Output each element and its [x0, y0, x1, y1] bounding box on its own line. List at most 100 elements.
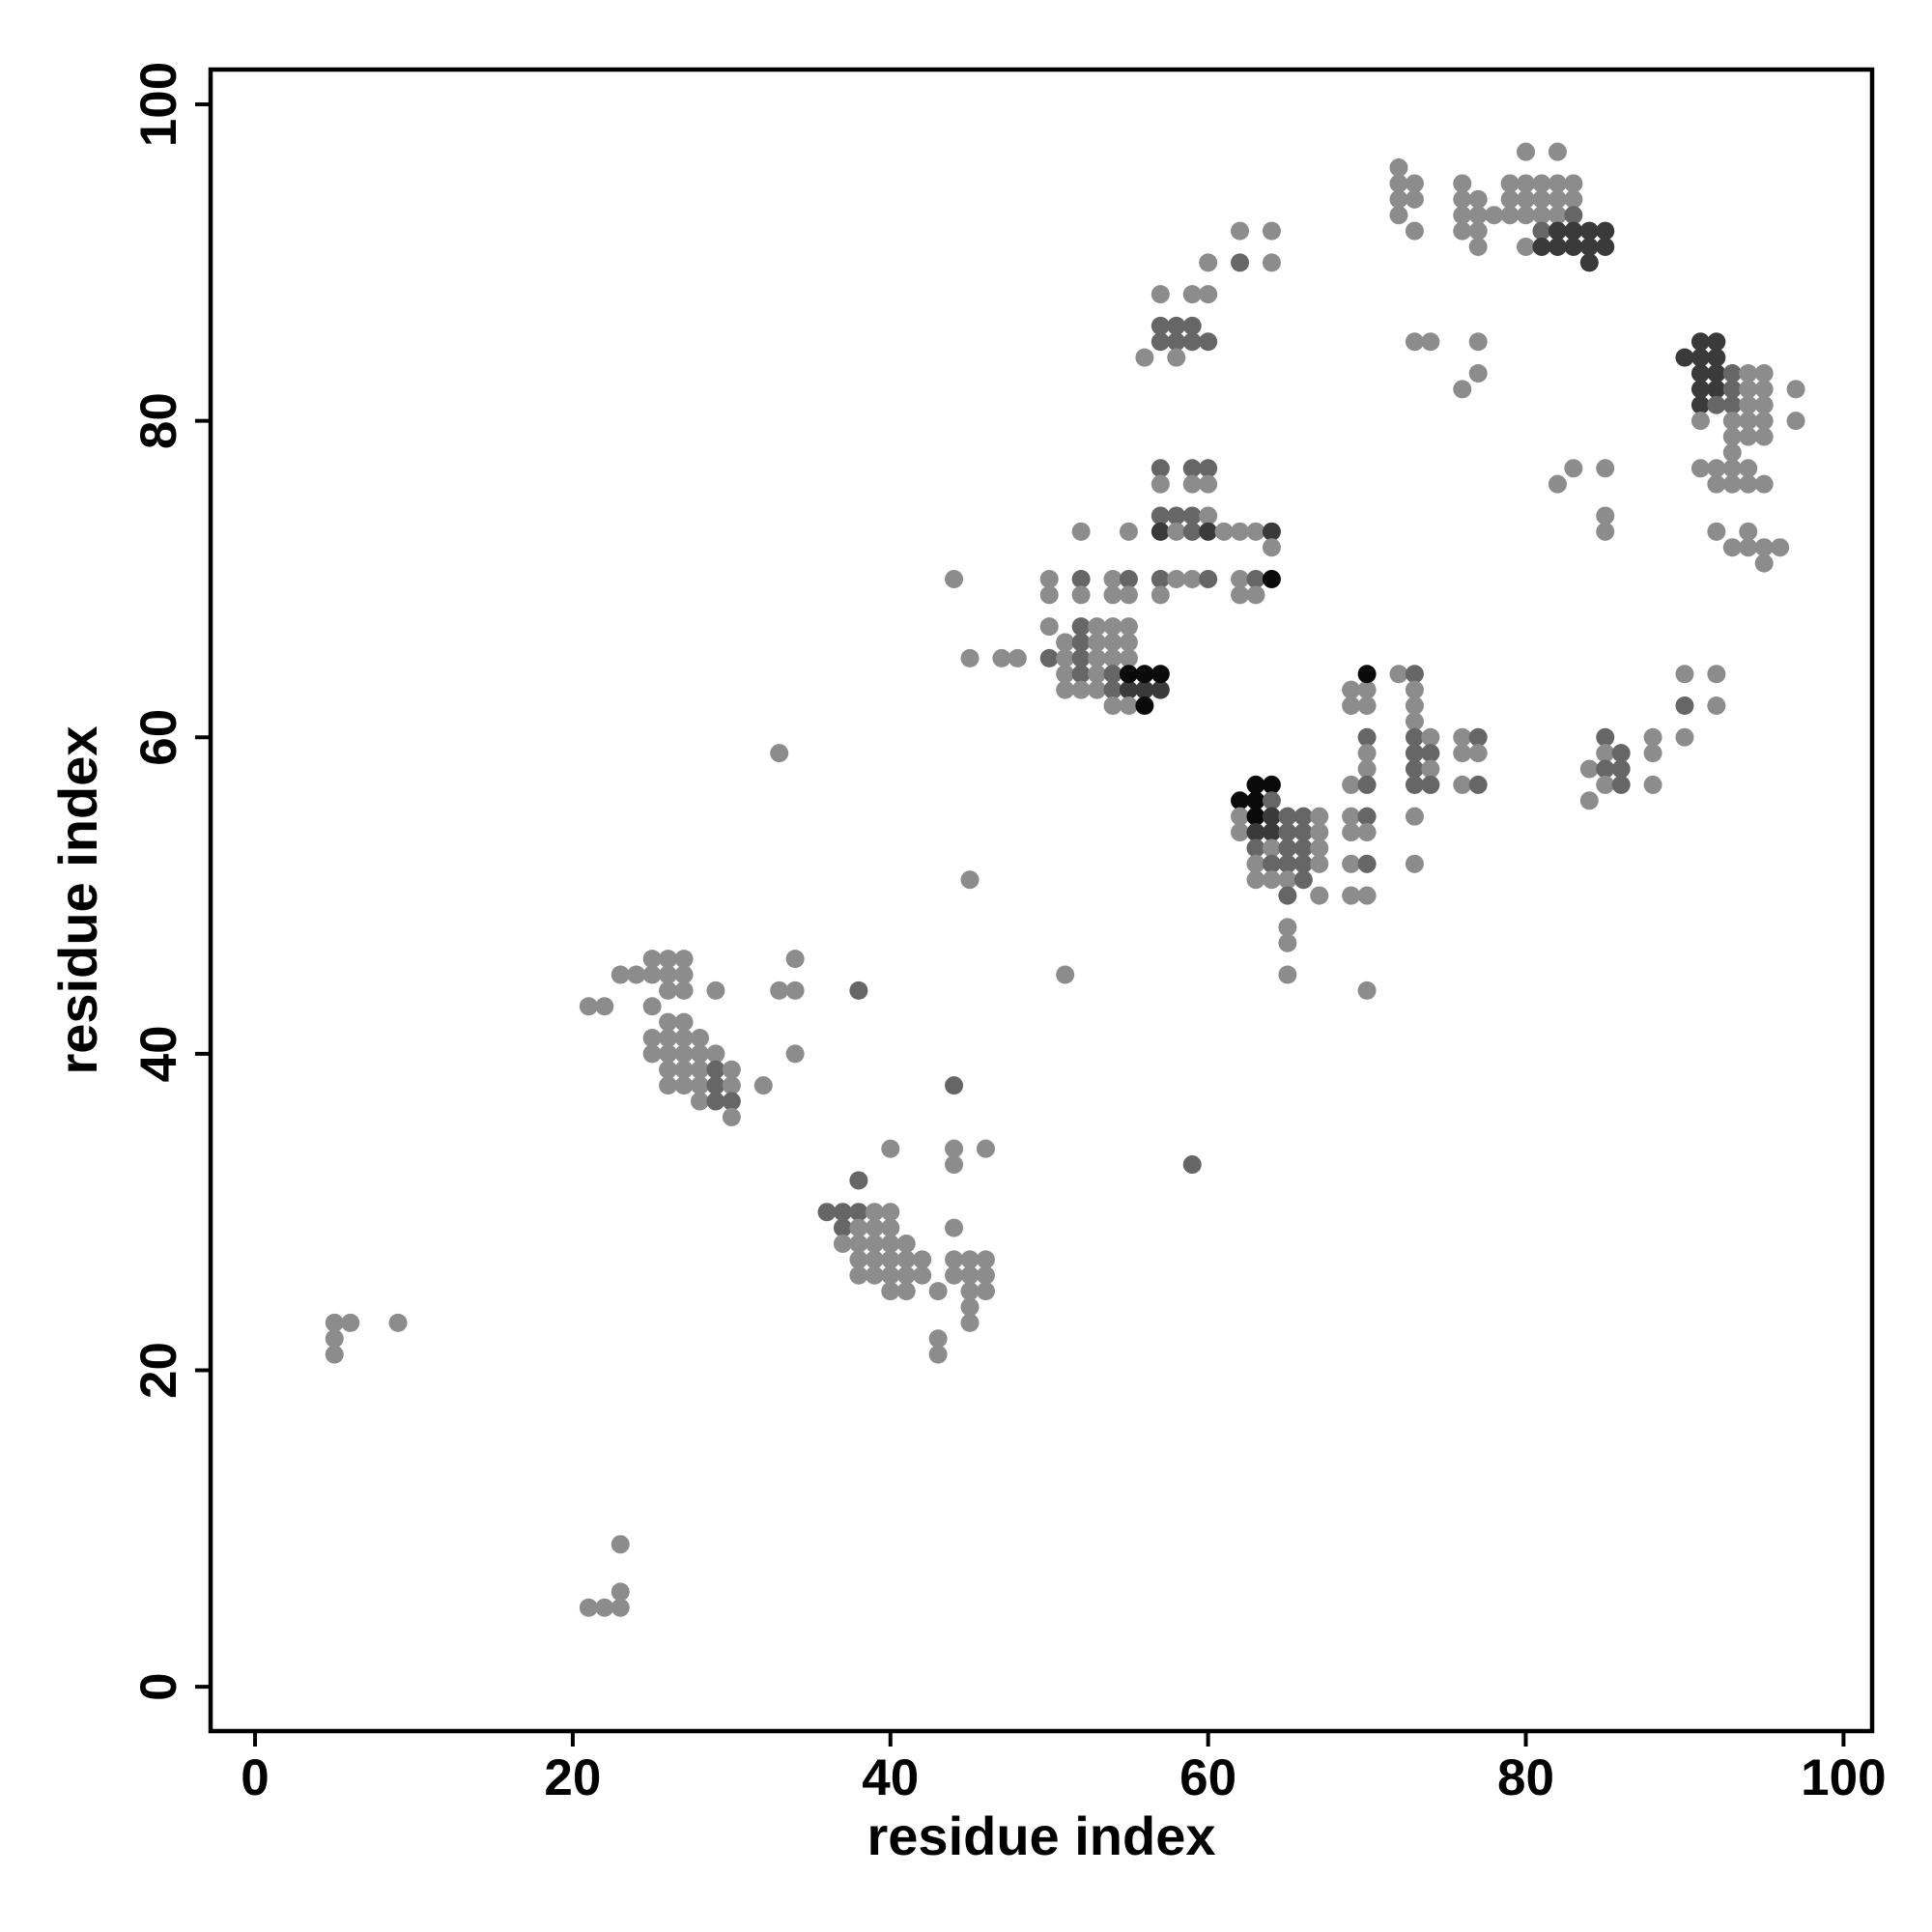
contact-point — [1564, 189, 1583, 209]
contact-point — [1548, 474, 1567, 494]
contact-point — [1262, 807, 1281, 826]
contact-point — [1596, 775, 1615, 794]
contact-point — [1517, 206, 1536, 225]
contact-point — [1293, 838, 1313, 858]
contact-point — [945, 1076, 964, 1095]
contact-point — [1722, 395, 1742, 414]
contact-point — [1405, 680, 1424, 699]
contact-point — [1246, 854, 1265, 873]
contact-point — [1088, 665, 1107, 684]
contact-point — [1088, 680, 1107, 699]
contact-point — [1231, 253, 1250, 272]
contact-point — [1786, 380, 1805, 399]
contact-point — [1056, 680, 1075, 699]
contact-point — [960, 1282, 980, 1301]
contact-point — [1739, 459, 1758, 478]
contact-point — [1707, 665, 1726, 684]
contact-point — [595, 1598, 614, 1617]
contact-point — [1151, 285, 1170, 304]
contact-point — [1151, 316, 1170, 335]
contact-point — [1262, 838, 1281, 858]
contact-point — [1246, 522, 1265, 541]
contact-point — [1103, 617, 1122, 637]
contact-point — [1199, 253, 1218, 272]
contact-point — [960, 1313, 980, 1332]
contact-point — [865, 1234, 884, 1253]
contact-point — [1739, 364, 1758, 384]
contact-point — [1707, 522, 1726, 541]
contact-point — [1151, 459, 1170, 478]
contact-point — [659, 980, 678, 1000]
y-axis: 0 20 40 60 80 100 — [130, 62, 211, 1701]
contact-point — [1389, 158, 1408, 178]
contact-point — [849, 980, 868, 1000]
contact-point — [1199, 332, 1218, 352]
contact-point — [1071, 569, 1091, 588]
contact-point — [1739, 522, 1758, 541]
contact-point — [1643, 744, 1662, 763]
contact-point — [611, 1582, 630, 1602]
contact-point — [722, 1107, 741, 1126]
contact-point — [325, 1345, 344, 1364]
contact-point — [976, 1265, 995, 1285]
contact-point — [1690, 459, 1710, 478]
contact-point — [1532, 174, 1551, 193]
x-tick-label: 20 — [544, 1749, 601, 1806]
contact-point — [833, 1218, 852, 1237]
contact-point — [770, 980, 789, 1000]
contact-point — [913, 1250, 932, 1269]
contact-point — [1500, 189, 1520, 209]
contact-point — [1151, 522, 1170, 541]
contact-point — [1119, 569, 1138, 588]
contact-point — [1167, 569, 1186, 588]
contact-point — [1199, 569, 1218, 588]
contact-point — [1151, 332, 1170, 352]
contact-point — [1453, 775, 1472, 794]
contact-point — [1707, 348, 1726, 367]
contact-point — [1405, 807, 1424, 826]
contact-point — [642, 965, 662, 984]
contact-point — [1468, 221, 1488, 241]
contact-point — [1262, 522, 1281, 541]
contact-point — [1564, 459, 1583, 478]
contact-point — [1262, 870, 1281, 890]
y-tick-label: 100 — [130, 62, 187, 147]
contact-point — [1596, 727, 1615, 747]
contact-point — [976, 1139, 995, 1158]
contact-point — [1357, 854, 1377, 873]
contact-point — [579, 997, 598, 1016]
contact-point — [1707, 364, 1726, 384]
contact-point — [722, 1092, 741, 1111]
contact-point — [1453, 744, 1472, 763]
contact-point — [1421, 744, 1440, 763]
contact-point — [928, 1329, 948, 1349]
contact-point — [1342, 823, 1361, 842]
contact-point — [1722, 474, 1742, 494]
contact-point — [785, 1044, 805, 1064]
contact-point — [1071, 633, 1091, 652]
contact-point — [1182, 569, 1202, 588]
contact-point — [659, 1012, 678, 1032]
contact-point — [1405, 759, 1424, 779]
contact-point — [1151, 506, 1170, 526]
contact-point — [1357, 823, 1377, 842]
contact-point — [674, 950, 694, 969]
contact-point — [642, 950, 662, 969]
contact-point — [1739, 412, 1758, 431]
contact-point — [1564, 221, 1583, 241]
contact-point — [674, 965, 694, 984]
contact-point — [1151, 665, 1170, 684]
contact-point — [1579, 791, 1599, 810]
contact-point — [1707, 380, 1726, 399]
contact-point — [1310, 886, 1329, 905]
contact-point — [1707, 459, 1726, 478]
contact-point — [1167, 316, 1186, 335]
contact-point — [1278, 918, 1297, 937]
contact-point — [1262, 854, 1281, 873]
contact-point — [1357, 980, 1377, 1000]
contact-point — [1119, 522, 1138, 541]
contact-point — [1754, 427, 1774, 446]
contact-point — [1182, 522, 1202, 541]
contact-point — [674, 1076, 694, 1095]
contact-point — [659, 1044, 678, 1064]
